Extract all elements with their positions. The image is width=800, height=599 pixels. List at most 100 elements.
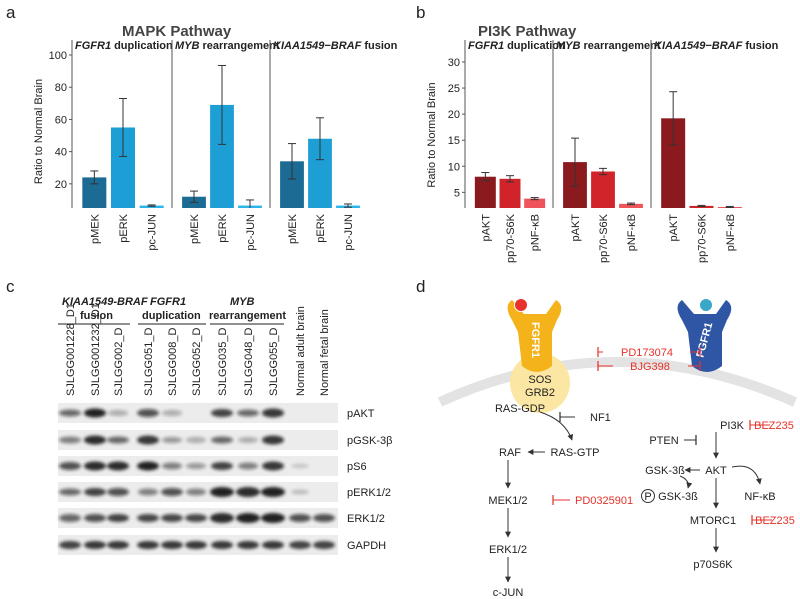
row-label: pGSK-3β xyxy=(347,435,392,447)
band xyxy=(261,487,285,497)
group-name: fusion xyxy=(364,40,397,52)
band xyxy=(161,514,183,522)
x-tick-label: pc-JUN xyxy=(245,214,257,251)
group-name: duplication xyxy=(507,40,566,52)
row-label: pERK1/2 xyxy=(347,487,391,499)
ligand xyxy=(514,298,528,312)
x-tick-label: pMEK xyxy=(287,213,299,244)
group-name: rearrangement xyxy=(583,40,660,52)
band xyxy=(84,461,106,471)
row-label: pAKT xyxy=(347,408,375,420)
x-tick-label: pMEK xyxy=(89,213,101,244)
bands xyxy=(59,408,335,549)
chart-title: PI3K Pathway xyxy=(478,23,577,40)
sample-label: SJLGG002_D xyxy=(113,327,125,396)
band xyxy=(137,409,159,417)
x-tick-label: pAKT xyxy=(480,214,492,242)
band xyxy=(137,435,159,445)
node: GSK-3ß xyxy=(658,491,698,503)
x-tick-label: pNF-κB xyxy=(626,214,638,251)
band xyxy=(261,513,285,523)
band xyxy=(107,461,129,471)
band xyxy=(84,514,106,522)
node: AKT xyxy=(705,465,727,477)
sample-label: SJLGG052_D xyxy=(191,327,203,396)
panel-label: c xyxy=(6,277,15,296)
x-tick-label: pp70-S6K xyxy=(697,213,709,263)
band xyxy=(108,410,128,416)
band xyxy=(138,488,158,496)
x-tick-label: pNF-κB xyxy=(530,214,542,251)
blot-rows: pAKT pGSK-3β pS6 pERK1/2 ERK1/2 GAPDH xyxy=(58,403,392,555)
band xyxy=(238,437,258,443)
band xyxy=(185,541,207,549)
y-tick-label: 15 xyxy=(448,135,460,147)
bar xyxy=(524,198,546,208)
band xyxy=(289,514,311,522)
node: SOS xyxy=(528,374,551,386)
receptor-label: FGFR1 xyxy=(529,322,541,358)
x-tick-label: pp70-S6K xyxy=(505,213,517,263)
band xyxy=(211,541,233,549)
band xyxy=(237,541,259,549)
row-label: ERK1/2 xyxy=(347,513,385,525)
diagram: FGFR1 FGFR1 SOS GRB2 PD173074 BJG398 RAS… xyxy=(437,298,798,599)
bar xyxy=(474,176,496,208)
x-tick-label: pMEK xyxy=(189,213,201,244)
band xyxy=(211,462,233,470)
receptor xyxy=(507,300,562,372)
inhibitions xyxy=(552,347,772,525)
band xyxy=(161,488,183,496)
bar xyxy=(499,178,521,208)
band xyxy=(59,462,81,470)
node: MEK1/2 xyxy=(488,495,527,507)
node: ERK1/2 xyxy=(489,544,527,556)
blot: KIAA1549-BRAF fusion FGFR1 duplication M… xyxy=(58,296,392,555)
group-name: rearrangement xyxy=(202,40,279,52)
band xyxy=(162,410,182,416)
x-tick-label: pNF-κB xyxy=(725,214,737,251)
sample-label: SJLGG055_D xyxy=(268,327,280,396)
inhibitor: BEZ235 xyxy=(754,420,794,432)
receptor xyxy=(677,300,732,372)
node: RAS-GTP xyxy=(551,447,600,459)
band xyxy=(107,541,129,549)
y-tick-label: 20 xyxy=(55,179,67,191)
x-tick-label: pERK xyxy=(315,213,327,242)
bar xyxy=(210,104,234,208)
y-axis-label: Ratio to Normal Brain xyxy=(426,82,438,187)
bar xyxy=(139,205,164,208)
y-tick-label: 5 xyxy=(454,187,460,199)
node: P xyxy=(644,491,651,503)
y-tick-label: 25 xyxy=(448,83,460,95)
group-gene: FGFR1 xyxy=(75,40,111,52)
band xyxy=(107,488,129,496)
band xyxy=(186,463,206,469)
group-gene: MYB xyxy=(175,40,200,52)
band xyxy=(262,435,284,445)
node: p70S6K xyxy=(693,559,733,571)
band xyxy=(59,514,81,522)
node: NF-κB xyxy=(744,491,775,503)
x-tick-label: pp70-S6K xyxy=(598,213,610,263)
y-tick-label: 10 xyxy=(448,161,460,173)
panel-label: a xyxy=(6,3,16,22)
sample-label: SJLGG048_D xyxy=(243,327,255,396)
blot-strip xyxy=(58,403,338,423)
node: GRB2 xyxy=(525,387,555,399)
band xyxy=(84,541,106,549)
y-tick-label: 30 xyxy=(448,57,460,69)
arrow xyxy=(679,475,693,489)
band xyxy=(161,541,183,549)
sample-label: SJLGG051_D xyxy=(143,327,155,396)
phospho-circle xyxy=(641,489,655,503)
band xyxy=(210,487,234,497)
band xyxy=(289,541,311,549)
node: MTORC1 xyxy=(690,515,736,527)
band xyxy=(262,408,284,418)
bar xyxy=(280,161,304,208)
node: c-JUN xyxy=(493,587,524,599)
band xyxy=(238,462,258,470)
lane-labels: SJLGG001228_D1 SJLGG001232_D1 SJLGG002_D SJ… xyxy=(65,303,331,396)
group-gene: KIAA1549−BRAF xyxy=(654,40,743,52)
